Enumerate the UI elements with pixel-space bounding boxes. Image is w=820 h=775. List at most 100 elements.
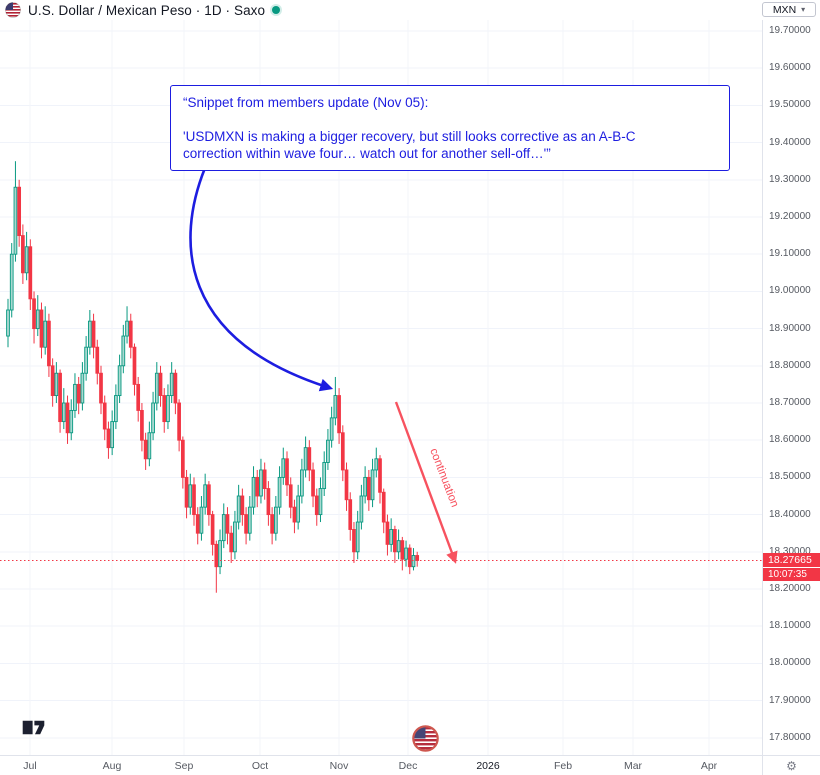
candle (136, 383, 141, 411)
price-axis[interactable]: 18.27665 10:07:35 19.70000 19.60000 19.500… (762, 20, 820, 755)
candle (233, 521, 237, 553)
chevron-down-icon: ▾ (801, 4, 806, 14)
price-tick-label: 18.90000 (769, 322, 811, 334)
price-tick-label: 18.10000 (769, 620, 811, 632)
candle (69, 409, 74, 434)
candle (210, 514, 215, 545)
price-tick-label: 18.40000 (769, 508, 811, 520)
annotation-line: 'USDMXN is making a bigger recovery, but… (183, 129, 636, 144)
price-tick-label: 17.80000 (769, 731, 811, 743)
candle (285, 458, 289, 486)
annotation-line: correction within wave four… watch out f… (183, 146, 551, 161)
candle (281, 458, 286, 478)
price-tick-label: 19.60000 (769, 62, 811, 74)
axis-settings-corner[interactable]: ⚙ (762, 755, 820, 775)
symbol-title[interactable]: U.S. Dollar / Mexican Peso · 1D · Saxo (28, 2, 266, 18)
candle (273, 506, 278, 534)
last-price-label: 18.27665 (763, 553, 820, 568)
candle (50, 365, 55, 397)
market-status-dot-icon (272, 6, 281, 14)
candle (147, 432, 152, 460)
candle (114, 395, 118, 423)
candle (251, 476, 256, 508)
price-tick-label: 19.70000 (769, 25, 811, 36)
annotation-line: “Snippet from members update (Nov 05): (183, 95, 429, 110)
candle (303, 447, 308, 471)
candle (214, 543, 219, 568)
chart-area[interactable]: continuation “Snippet from members updat… (0, 20, 762, 755)
candle (73, 383, 77, 411)
candle (180, 439, 185, 478)
time-axis[interactable]: Jul Aug Sep Oct Nov Dec 2026 Feb Mar Apr (0, 755, 762, 775)
candle (363, 476, 367, 497)
price-tick-label: 19.10000 (769, 248, 811, 260)
candle (54, 372, 59, 397)
candle (326, 439, 330, 463)
bar-countdown: 10:07:35 (763, 568, 820, 582)
price-tick-label: 17.90000 (769, 694, 811, 706)
candle (35, 309, 40, 330)
candle (225, 514, 230, 534)
candle (87, 320, 92, 348)
candle (162, 395, 167, 423)
time-tick-label: Dec (398, 760, 418, 772)
candle (84, 346, 88, 374)
currency-label: MXN (772, 3, 797, 16)
price-tick-label: 19.50000 (769, 99, 811, 111)
candle (244, 514, 248, 534)
candle (106, 428, 111, 449)
time-tick-label: Mar (623, 760, 643, 772)
price-tick-label: 18.60000 (769, 434, 811, 446)
candle (322, 462, 327, 490)
candle (32, 298, 36, 330)
candle (288, 484, 293, 508)
price-tick-label: 18.00000 (769, 657, 811, 669)
price-tick-label: 19.00000 (769, 285, 811, 297)
currency-dropdown[interactable]: MXN ▾ (762, 2, 816, 17)
us-flag-icon (5, 2, 21, 18)
time-tick-label: Aug (102, 760, 122, 772)
candle (76, 383, 81, 404)
candle (311, 469, 315, 497)
candle (154, 372, 159, 404)
candle (337, 395, 341, 434)
candlestick-chart[interactable] (0, 20, 762, 755)
candle (374, 458, 379, 471)
candle (236, 495, 241, 523)
candle (393, 529, 397, 553)
candle (266, 488, 271, 516)
candle (195, 514, 200, 534)
candle (80, 372, 85, 404)
candle (91, 320, 96, 348)
candle (396, 540, 401, 553)
candle (359, 495, 364, 523)
tradingview-logo[interactable] (20, 718, 47, 742)
candle (61, 402, 66, 423)
candle (307, 447, 312, 471)
time-tick-label: Sep (174, 760, 194, 772)
candle (270, 514, 274, 534)
candle (389, 529, 394, 545)
price-tick-label: 18.70000 (769, 397, 811, 408)
candle (177, 402, 181, 441)
candle (110, 421, 115, 449)
candle (300, 469, 304, 497)
candle (400, 540, 405, 560)
price-tick-label: 18.50000 (769, 471, 811, 483)
candle (314, 495, 319, 516)
candle (340, 432, 345, 471)
candle (169, 372, 174, 397)
time-tick-label: Nov (329, 760, 349, 772)
candle (143, 439, 148, 460)
candle (199, 506, 204, 534)
candle (47, 320, 51, 367)
time-tick-label: Apr (700, 760, 718, 772)
candle (9, 253, 14, 311)
candle (262, 469, 267, 490)
candle (207, 484, 211, 516)
candle (17, 186, 22, 237)
candle (58, 372, 62, 423)
candle (378, 458, 382, 493)
annotation-note[interactable]: “Snippet from members update (Nov 05): '… (170, 85, 730, 171)
candle (296, 495, 301, 523)
